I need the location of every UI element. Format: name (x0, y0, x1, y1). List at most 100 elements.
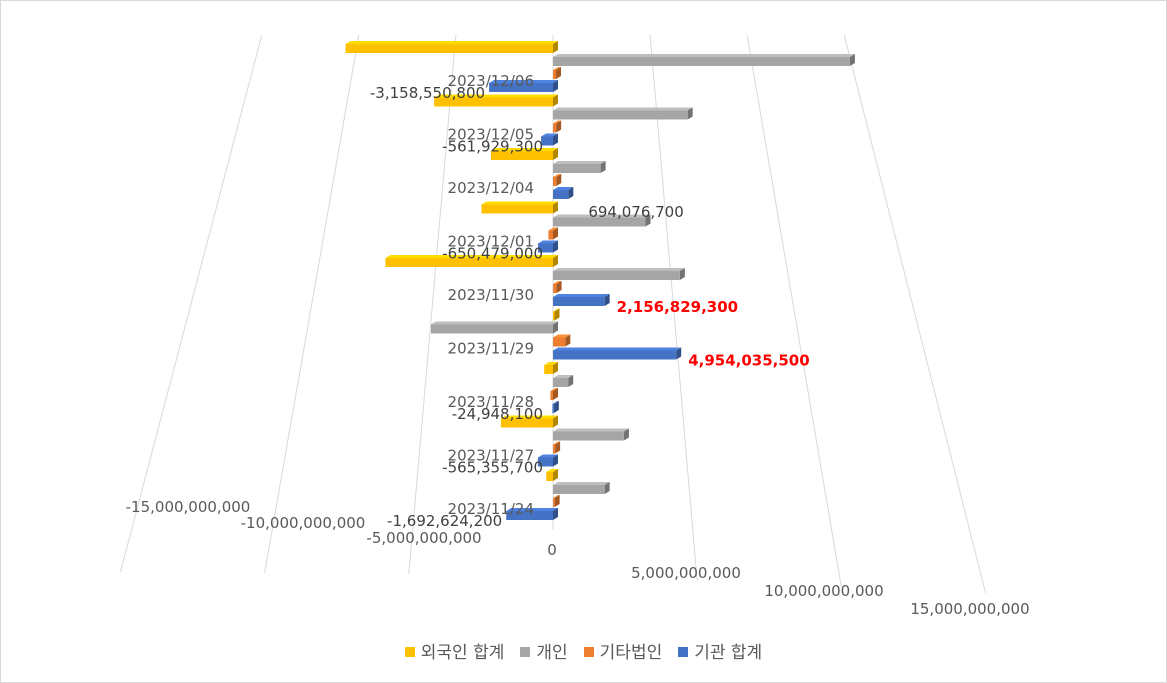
bar-side (645, 214, 651, 227)
bar-side (553, 388, 558, 400)
legend-item: 기관 합계 (678, 638, 762, 663)
legend-swatch (520, 647, 531, 657)
bar (345, 44, 553, 53)
bar (553, 190, 569, 199)
legend-label: 기타법인 (599, 643, 663, 663)
bar-side (553, 321, 558, 334)
bar (553, 177, 557, 186)
category-label: 2023/12/01 (448, 233, 534, 251)
bar-top (553, 281, 562, 284)
x-tick-label: 10,000,000,000 (764, 582, 883, 600)
bar-side (553, 508, 558, 520)
bar (553, 498, 555, 507)
bar-side (676, 347, 682, 360)
bar (506, 511, 553, 520)
bar (553, 284, 557, 293)
bar-top (553, 334, 571, 338)
bar-side (556, 174, 562, 186)
category-label: 2023/11/29 (448, 340, 534, 358)
bar-side (849, 54, 855, 66)
legend-item: 개인 (520, 638, 568, 663)
bar-top (553, 54, 855, 57)
bar (385, 258, 553, 267)
gridline (408, 34, 457, 575)
bar-top (553, 174, 562, 177)
bar (553, 485, 605, 494)
bar-top (500, 415, 558, 419)
legend-swatch (404, 647, 415, 657)
bar-side (568, 375, 574, 387)
bar-top (553, 214, 651, 218)
bar-side (556, 120, 562, 133)
data-label: -561,929,300 (442, 138, 543, 156)
data-label: -1,692,624,200 (387, 512, 502, 530)
data-label: -24,948,100 (452, 405, 543, 423)
bar-top (385, 255, 558, 258)
bar-side (556, 281, 562, 293)
category-label: 2023/11/27 (448, 447, 534, 465)
bar (546, 472, 553, 481)
bar (553, 110, 688, 120)
bar-side (604, 482, 610, 494)
legend-label: 기관 합계 (694, 643, 763, 663)
x-tick-label: -5,000,000,000 (366, 529, 481, 547)
bar-top (552, 401, 559, 404)
bar-top (548, 227, 558, 231)
x-tick-label: 15,000,000,000 (910, 600, 1029, 618)
bar (489, 83, 553, 92)
bar-side (555, 441, 561, 454)
bar-side (553, 227, 558, 240)
bar-top (546, 469, 558, 472)
category-label: 2023/11/30 (448, 286, 534, 304)
bar (553, 431, 624, 441)
bar-side (553, 469, 558, 481)
category-label: 2023/12/06 (448, 72, 534, 90)
bar (550, 391, 553, 400)
x-tick-label: 5,000,000,000 (631, 564, 741, 582)
bar-side (554, 308, 560, 321)
bar (553, 70, 557, 79)
data-label: -650,479,000 (442, 245, 543, 263)
bar-side (553, 255, 558, 267)
bar-top (541, 133, 558, 137)
bar (553, 164, 601, 173)
bar-top (553, 294, 610, 297)
bar (490, 151, 553, 160)
x-tick-label: 0 (547, 541, 557, 559)
legend: 외국인 합계 개인 기타법인 기관 합계 (0, 638, 1167, 663)
bar-side (553, 362, 558, 374)
gridline (119, 34, 263, 573)
data-label: -565,355,700 (442, 459, 543, 477)
bar-side (554, 495, 560, 507)
bar-top (481, 201, 558, 205)
bar (553, 444, 556, 454)
bar-side (604, 294, 610, 306)
gridline (264, 34, 360, 574)
legend-item: 외국인 합계 (404, 638, 504, 663)
bar-top (553, 428, 629, 432)
gridline (649, 34, 698, 582)
bar-top (537, 454, 558, 458)
bar-side (600, 161, 606, 173)
bar-top (553, 308, 560, 312)
bar (538, 243, 553, 253)
bar-top (538, 240, 558, 244)
bar-side (553, 201, 558, 214)
bar (553, 297, 605, 306)
bar-side (553, 133, 558, 146)
bar-side (568, 187, 574, 199)
bar-side (553, 240, 558, 253)
bar-top (553, 107, 693, 111)
bar-top (553, 67, 562, 70)
bar-top (553, 441, 561, 445)
bar (553, 337, 566, 347)
bar-side (553, 148, 558, 160)
bar (544, 365, 553, 374)
bar-top (553, 347, 682, 351)
bar-top (553, 187, 574, 190)
bar (553, 350, 677, 360)
gridline (843, 34, 987, 594)
bar-top (345, 41, 558, 44)
bar (552, 404, 554, 413)
